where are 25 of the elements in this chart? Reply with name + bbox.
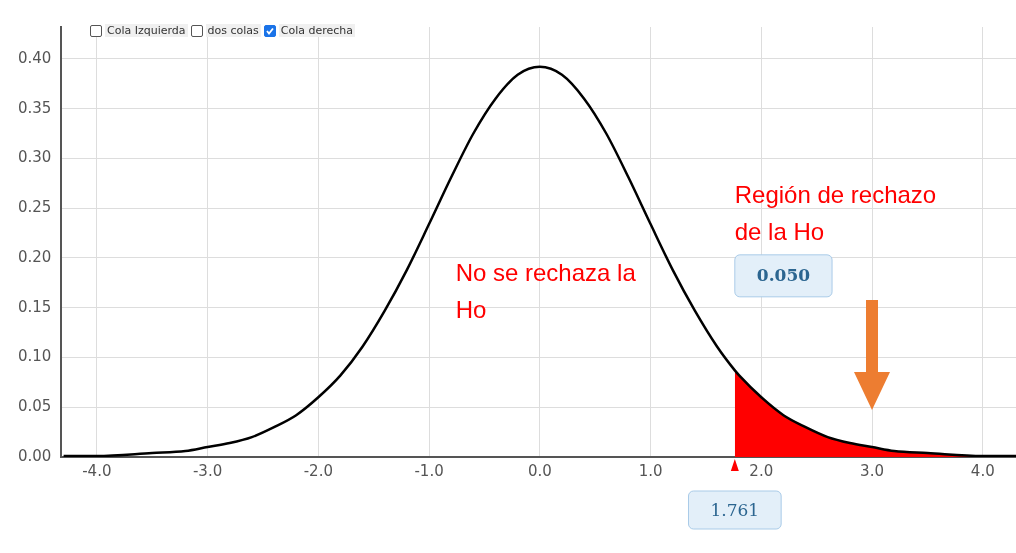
annotation: 0.050 <box>756 265 811 286</box>
y-tick-label: 0.10 <box>17 347 52 366</box>
x-tick-label: -1.0 <box>414 461 444 480</box>
x-tick-label: -3.0 <box>192 461 223 480</box>
x-tick-label: 0.0 <box>527 461 552 480</box>
y-tick-label: 0.35 <box>17 98 52 117</box>
annotation: dos colas <box>205 24 261 37</box>
y-tick-label: 0.05 <box>17 397 52 416</box>
y-tick-label: 0.00 <box>17 446 52 465</box>
y-tick-label: 0.40 <box>17 48 52 67</box>
y-tick-label: 0.30 <box>17 148 52 167</box>
annotation: Región de rechazo de la Ho <box>734 180 937 245</box>
y-tick-label: 0.25 <box>17 198 52 217</box>
x-tick-label: -4.0 <box>82 461 112 480</box>
annotation: Cola Izquierda <box>105 24 188 37</box>
x-tick-label: -2.0 <box>303 461 333 480</box>
annotation: No se rechaza la Ho <box>455 259 637 324</box>
y-tick-label: 0.20 <box>17 247 52 266</box>
x-tick-label: 3.0 <box>860 461 884 480</box>
annotation: Cola derecha <box>278 24 356 37</box>
annotation: 1.761 <box>710 500 760 521</box>
x-tick-label: 2.0 <box>749 461 774 480</box>
x-tick-label: 1.0 <box>638 461 663 480</box>
x-tick-label: 4.0 <box>970 461 995 480</box>
y-tick-label: 0.15 <box>17 297 52 316</box>
